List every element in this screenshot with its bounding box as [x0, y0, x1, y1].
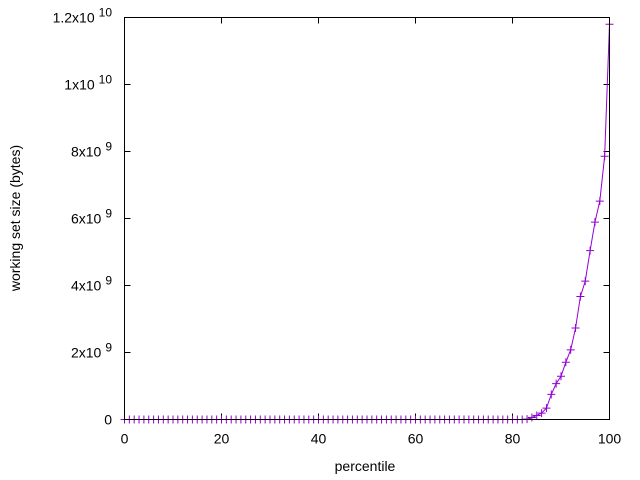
data-point [576, 292, 585, 301]
x-axis-label: percentile [335, 458, 396, 474]
y-tick-label: 8x10 9 [71, 140, 112, 160]
y-tick-base: 8x10 [71, 144, 102, 160]
series-line [124, 24, 610, 420]
data-point [532, 411, 541, 420]
ticks [124, 17, 610, 420]
data-point [586, 246, 595, 255]
y-tick-label: 2x10 9 [71, 341, 112, 361]
data-point [595, 197, 604, 206]
x-tick-label: 80 [505, 431, 521, 447]
data-point [537, 409, 546, 418]
y-tick-base: 4x10 [71, 278, 102, 294]
data-point [566, 345, 575, 354]
data-point [542, 404, 551, 413]
data-point [561, 358, 570, 367]
y-axis-label: working set size (bytes) [7, 145, 23, 292]
data-point [581, 277, 590, 286]
y-tick-label: 1.2x10 10 [53, 6, 113, 26]
y-tick-exponent: 9 [105, 274, 112, 288]
x-tick-label: 100 [598, 431, 622, 447]
data-point [600, 152, 609, 161]
y-tick-base: 0 [104, 412, 112, 428]
x-tick-label: 40 [311, 431, 327, 447]
data-point [527, 413, 536, 422]
y-tick-exponent: 9 [105, 341, 112, 355]
plot-border [124, 17, 610, 420]
data-point [552, 379, 561, 388]
y-tick-exponent: 10 [99, 6, 113, 20]
y-tick-base: 2x10 [71, 345, 102, 361]
y-tick-label: 0 [104, 412, 112, 428]
x-tick-label: 0 [121, 431, 129, 447]
y-tick-base: 1.2x10 [53, 10, 95, 26]
y-tick-label: 6x10 9 [71, 207, 112, 227]
data-point [557, 372, 565, 381]
data-point [571, 324, 580, 333]
data-point [547, 390, 556, 399]
x-tick-label: 20 [214, 431, 230, 447]
data-point [590, 218, 599, 227]
y-tick-exponent: 10 [99, 73, 113, 87]
x-tick-label: 60 [408, 431, 424, 447]
y-tick-exponent: 9 [105, 207, 112, 221]
series-markers [120, 20, 614, 424]
y-tick-label: 1x10 10 [64, 73, 112, 93]
x-tick-labels: 0 20 40 60 80 100 [121, 431, 622, 447]
y-tick-exponent: 9 [105, 140, 112, 154]
y-tick-base: 6x10 [71, 211, 102, 227]
y-tick-label: 4x10 9 [71, 274, 112, 294]
y-tick-base: 1x10 [64, 77, 95, 93]
